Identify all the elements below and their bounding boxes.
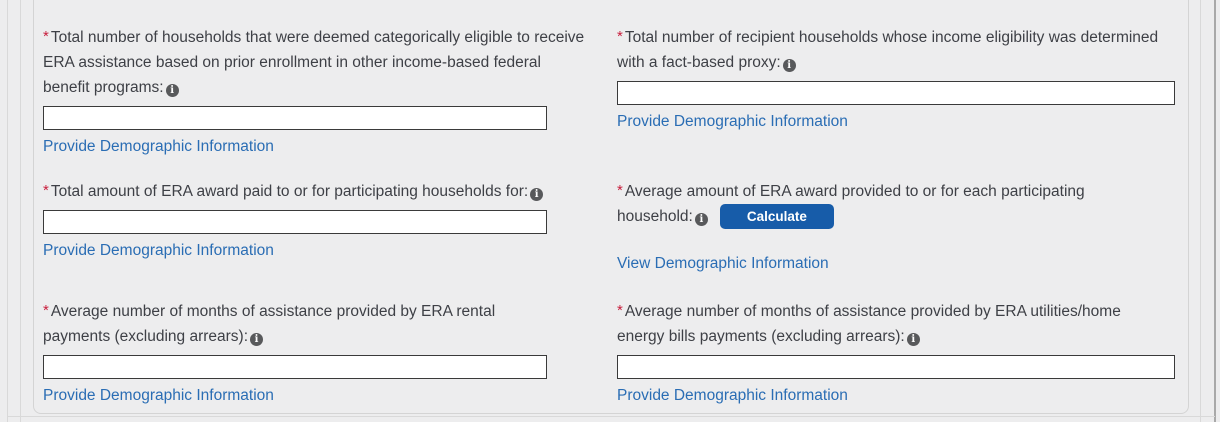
field-total-era-award-paid: * Total amount of ERA award paid to or fo…: [43, 178, 601, 260]
outer-left-border: [7, 0, 8, 422]
calculate-button[interactable]: Calculate: [719, 204, 834, 230]
required-marker: *: [617, 28, 623, 45]
field-label: * Average number of months of assistance …: [617, 298, 1167, 349]
provide-demographic-information-link[interactable]: Provide Demographic Information: [617, 113, 848, 130]
view-demographic-information-link[interactable]: View Demographic Information: [617, 255, 829, 273]
field-label-text: Total number of recipient households who…: [617, 29, 1159, 71]
avg-months-utilities-payments-input[interactable]: [617, 355, 1175, 379]
field-households-fact-based-proxy: * Total number of recipient households wh…: [617, 24, 1175, 131]
field-label-text: Total amount of ERA award paid to or for…: [50, 183, 529, 200]
field-label: * Total number of households that were de…: [43, 24, 588, 100]
required-marker: *: [43, 302, 49, 319]
required-marker: *: [617, 182, 623, 199]
required-marker: *: [43, 28, 49, 45]
required-marker: *: [43, 182, 49, 199]
field-label-text: Total number of households that were dee…: [43, 29, 585, 96]
field-households-categorically-eligible: * Total number of households that were de…: [43, 24, 588, 156]
households-fact-based-proxy-input[interactable]: [617, 81, 1175, 105]
outer-right-edge: [1214, 0, 1216, 422]
provide-demographic-information-link[interactable]: Provide Demographic Information: [43, 387, 274, 404]
provide-demographic-information-link[interactable]: Provide Demographic Information: [617, 387, 848, 404]
required-marker: *: [617, 302, 623, 319]
field-average-era-award: * Average amount of ERA award provided to…: [617, 178, 1145, 273]
field-label-text: Average number of months of assistance p…: [617, 303, 1121, 345]
inner-right-border: [1200, 0, 1201, 422]
field-avg-months-rental-payments: * Average number of months of assistance …: [43, 298, 547, 405]
field-label-text: Average amount of ERA award provided to …: [617, 183, 1085, 225]
field-label: * Total number of recipient households wh…: [617, 24, 1169, 75]
info-icon[interactable]: i: [530, 188, 544, 201]
info-icon[interactable]: i: [782, 59, 796, 72]
households-categorically-eligible-input[interactable]: [43, 106, 547, 130]
inner-left-border: [20, 0, 21, 422]
field-label: * Average number of months of assistance …: [43, 298, 541, 349]
section-bottom-divider: [8, 416, 1215, 417]
form-fieldset-panel: [33, 0, 1189, 414]
field-label: * Average amount of ERA award provided to…: [617, 178, 1145, 230]
provide-demographic-information-link[interactable]: Provide Demographic Information: [43, 242, 274, 259]
total-era-award-paid-input[interactable]: [43, 210, 547, 234]
info-icon[interactable]: i: [906, 333, 920, 346]
field-label-text: Average number of months of assistance p…: [43, 303, 496, 345]
provide-demographic-information-link[interactable]: Provide Demographic Information: [43, 138, 274, 155]
info-icon[interactable]: i: [250, 333, 264, 346]
field-label: * Total amount of ERA award paid to or fo…: [43, 178, 601, 204]
field-avg-months-utilities-payments: * Average number of months of assistance …: [617, 298, 1175, 405]
info-icon[interactable]: i: [165, 84, 179, 97]
info-icon[interactable]: i: [694, 213, 708, 226]
avg-months-rental-payments-input[interactable]: [43, 355, 547, 379]
